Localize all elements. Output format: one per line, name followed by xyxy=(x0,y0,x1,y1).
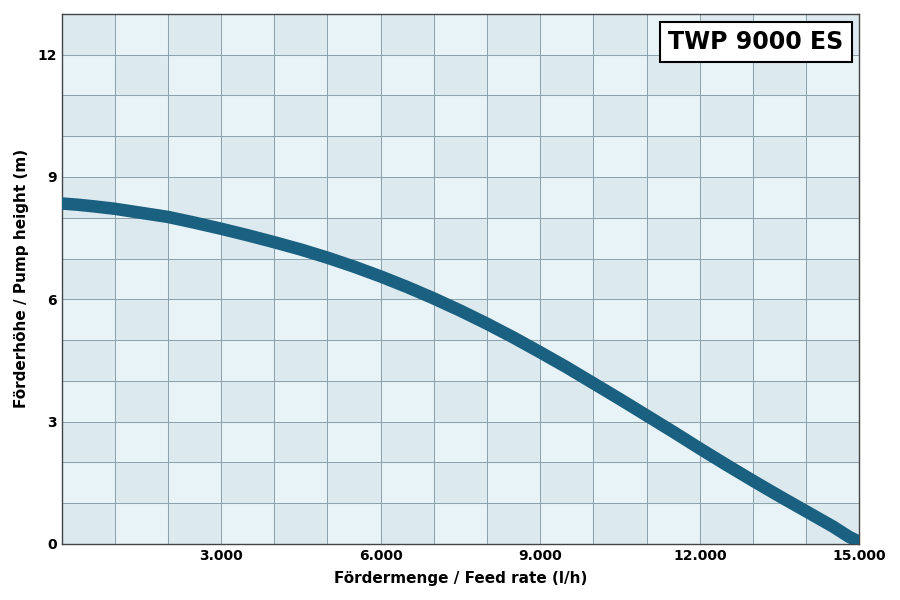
Y-axis label: Förderhöhe / Pump height (m): Förderhöhe / Pump height (m) xyxy=(14,149,29,409)
Text: TWP 9000 ES: TWP 9000 ES xyxy=(668,30,843,54)
X-axis label: Fördermenge / Feed rate (l/h): Fördermenge / Feed rate (l/h) xyxy=(334,571,587,586)
